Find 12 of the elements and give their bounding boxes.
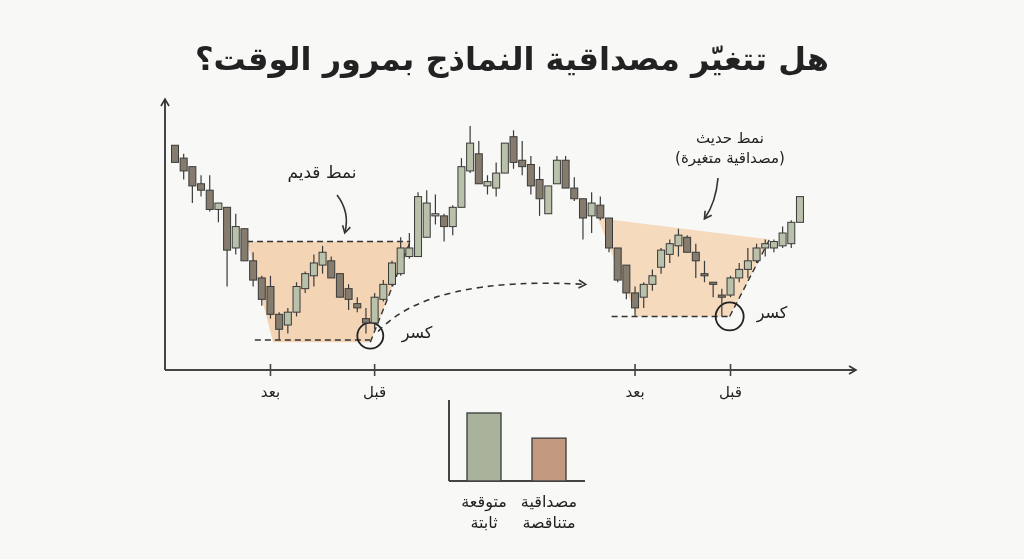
x-tick-label: بعد [625,383,645,401]
annotation: كسر [400,323,433,343]
annotation: نمط حديث (مصداقية متغيرة) [675,129,785,167]
annotation: نمط قديم [287,162,357,183]
annotation: كسر [755,303,788,323]
x-tick-label: متوقعة ثابتة [461,492,507,532]
candlestick [700,260,709,283]
x-tick-label: بعد [260,383,281,401]
x-tick-label: مصداقية متناقصة [520,492,578,532]
chart-title: هل تتغيّر مصداقية النماذج بمرور الوقت؟ [195,40,829,78]
x-tick-label: قبل [718,383,743,401]
x-tick-label: قبل [363,383,387,401]
